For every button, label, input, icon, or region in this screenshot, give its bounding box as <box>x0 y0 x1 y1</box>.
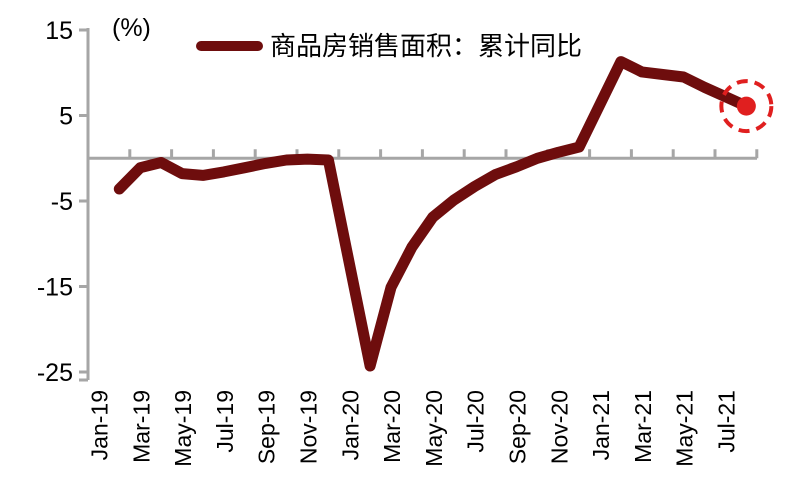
x-tick-label: Jul-21 <box>713 390 739 453</box>
y-axis-unit-label: (%) <box>112 14 151 42</box>
x-tick-label: May-21 <box>672 390 698 467</box>
x-tick-label: Jan-20 <box>337 390 363 460</box>
legend-series-label: 商品房销售面积：累计同比 <box>270 31 583 61</box>
x-tick-label: Mar-20 <box>379 390 405 463</box>
highlight-dashed-circle <box>719 79 774 134</box>
latest-point-dot <box>736 96 756 116</box>
x-tick-label: Sep-19 <box>254 390 280 464</box>
x-tick-label: Jan-19 <box>86 390 112 460</box>
y-tick-label: -25 <box>37 359 73 387</box>
y-tick-label: -15 <box>37 274 73 302</box>
series-line <box>113 56 752 372</box>
x-tick-label: Jan-21 <box>588 390 614 460</box>
x-tick-label: Mar-21 <box>630 390 656 463</box>
x-tick-label: May-20 <box>421 390 447 467</box>
y-tick-label: 15 <box>45 17 73 45</box>
y-tick-label: 5 <box>59 103 73 131</box>
legend-line-swatch <box>196 41 263 51</box>
x-tick-label: Jul-19 <box>212 390 238 453</box>
x-tick-label: Sep-20 <box>504 390 530 464</box>
x-tick-label: Jul-20 <box>463 390 489 453</box>
x-tick-label: May-19 <box>170 390 196 467</box>
legend: 商品房销售面积：累计同比 <box>196 33 582 59</box>
x-tick-label: Nov-19 <box>295 390 321 464</box>
y-tick-label: -5 <box>51 188 73 216</box>
x-tick-label: Mar-19 <box>128 390 154 463</box>
x-tick-label: Nov-20 <box>546 390 572 464</box>
